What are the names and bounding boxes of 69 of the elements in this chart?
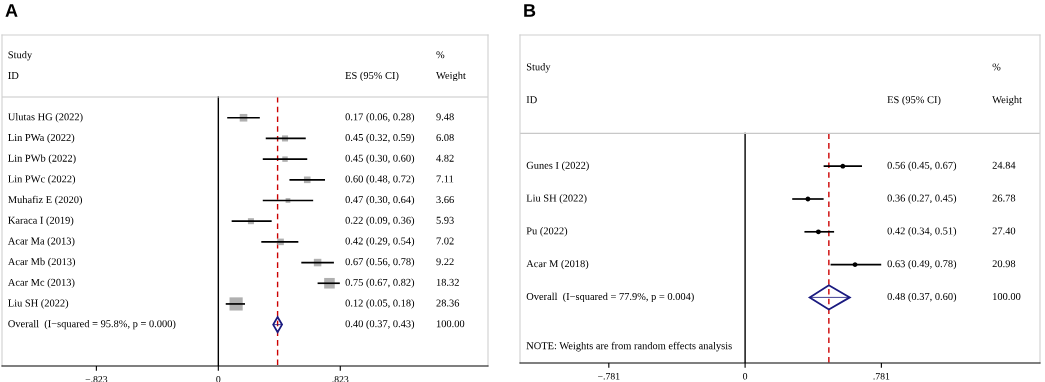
annotation: 0.56 (0.45, 0.67) <box>887 161 957 171</box>
y-tick-label: Gunes I (2022) <box>526 161 589 171</box>
y-tick-label: Acar Mc (2013) <box>7 278 75 288</box>
chart-title: A <box>5 4 18 17</box>
text: Study <box>8 50 33 61</box>
x-tick-label: .823 <box>332 376 349 382</box>
text: ID <box>8 72 19 79</box>
y-tick-label: Lin PWb (2022) <box>8 154 76 164</box>
y-tick-label: Lin PWa (2022) <box>8 133 75 144</box>
annotation: 4.82 <box>436 154 454 162</box>
annotation: 0.48 (0.37, 0.60) <box>887 292 957 303</box>
x-tick-label: .781 <box>873 373 890 380</box>
annotation: 0.36 (0.27, 0.45) <box>887 194 957 204</box>
annotation: 0.40 (0.37, 0.43) <box>345 319 415 330</box>
annotation: 26.78 <box>992 194 1016 202</box>
text: % <box>992 63 1001 71</box>
y-tick-label: Overall (I−squared = 77.9%, p = 0.004) <box>526 292 694 303</box>
annotation: 0.42 (0.29, 0.54) <box>345 237 415 247</box>
text: ID <box>526 96 537 104</box>
annotation: 100.00 <box>436 320 465 328</box>
annotation: 7.11 <box>436 175 454 183</box>
annotation: 9.22 <box>436 258 454 266</box>
text: ES (95% CI) <box>887 95 941 106</box>
annotation: 9.48 <box>436 113 454 121</box>
point <box>840 163 846 169</box>
annotation: 28.36 <box>436 299 460 307</box>
annotation: 0.60 (0.48, 0.72) <box>345 175 415 185</box>
text: % <box>436 51 445 59</box>
y-tick-label: Lin PWc (2022) <box>8 175 76 185</box>
y-tick-label: Acar Ma (2013) <box>7 237 75 247</box>
y-tick-label: Muhafiz E (2020) <box>8 195 82 206</box>
annotation: 0.22 (0.09, 0.36) <box>345 216 415 226</box>
y-tick-label: Karaca I (2019) <box>8 216 74 226</box>
y-tick-label: Liu SH (2022) <box>8 299 69 309</box>
text: NOTE: Weights are from random effects analysis <box>526 341 732 352</box>
y-tick-label: Pu (2022) <box>526 227 568 237</box>
x-tick-label: −.781 <box>598 373 620 380</box>
annotation: 0.47 (0.30, 0.64) <box>345 195 415 206</box>
annotation: 7.02 <box>436 237 454 245</box>
y-tick-label: Ulutas HG (2022) <box>8 113 83 123</box>
y-tick-label: Liu SH (2022) <box>526 194 587 204</box>
annotation: 0.45 (0.32, 0.59) <box>345 133 415 144</box>
annotation: 0.12 (0.05, 0.18) <box>345 299 415 309</box>
y-tick-label: Overall (I−squared = 95.8%, p = 0.000) <box>8 319 176 330</box>
text: ES (95% CI) <box>345 71 399 82</box>
x-tick-label: 0 <box>743 373 748 380</box>
annotation: 0.45 (0.30, 0.60) <box>345 154 415 164</box>
annotation: 0.42 (0.34, 0.51) <box>887 227 957 237</box>
annotation: 27.40 <box>992 227 1016 235</box>
annotation: 0.67 (0.56, 0.78) <box>345 257 415 268</box>
annotation: 5.93 <box>436 216 454 224</box>
annotation: 0.17 (0.06, 0.28) <box>345 113 415 123</box>
annotation: 18.32 <box>436 278 459 286</box>
y-tick-label: Acar M (2018) <box>526 259 589 270</box>
annotation: 20.98 <box>992 260 1016 268</box>
x-tick-label: −.823 <box>85 376 108 382</box>
annotation: 24.84 <box>992 161 1016 169</box>
text: Weight <box>992 95 1022 106</box>
annotation: 100.00 <box>993 292 1021 301</box>
text: Weight <box>436 71 466 82</box>
annotation: 6.08 <box>436 134 454 142</box>
annotation: 0.75 (0.67, 0.82) <box>345 278 415 288</box>
chart-title: B <box>524 4 536 17</box>
text: Study <box>526 63 551 73</box>
annotation: 3.66 <box>436 196 454 204</box>
annotation: 0.63 (0.49, 0.78) <box>887 259 957 270</box>
y-tick-label: Acar Mb (2013) <box>7 257 76 268</box>
point <box>815 229 821 235</box>
x-tick-label: 0 <box>216 376 221 382</box>
